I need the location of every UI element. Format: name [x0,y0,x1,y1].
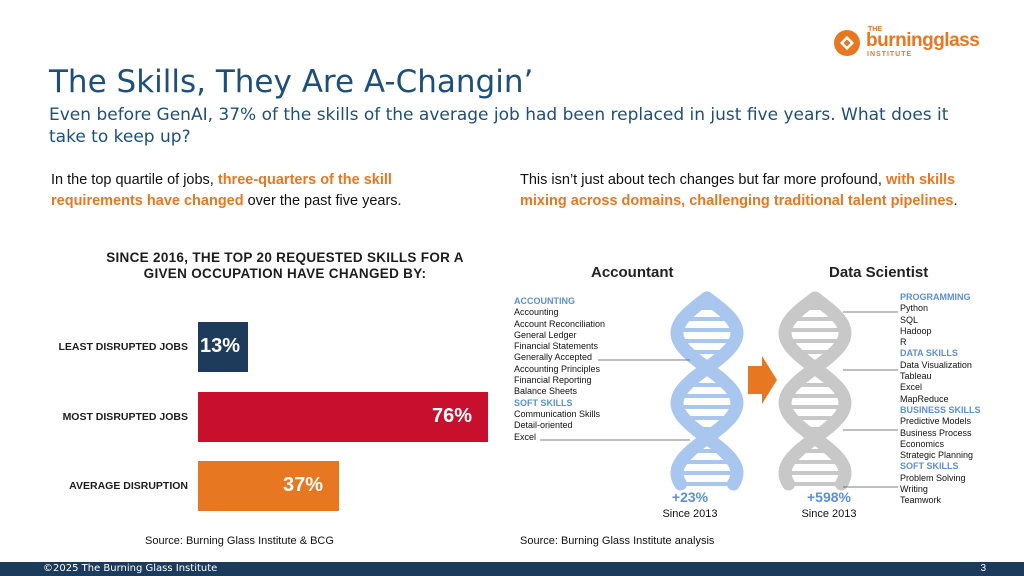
bar-value-label: 13% [200,335,241,357]
skill-item: Hadoop [900,325,932,336]
skill-item: Python [900,303,929,314]
skill-item: Predictive Models [900,416,972,427]
accountant-skills: ACCOUNTING Accounting Account Reconciliati… [514,296,605,443]
logo-name: burningglass [866,30,980,51]
right-paragraph-highlight: with skills mixing across domains, chall… [520,172,956,209]
data-scientist-helix-strand [778,291,852,491]
bar-category-label: LEAST DISRUPTED JOBS [58,341,188,353]
bar-category-label: AVERAGE DISRUPTION [69,480,188,492]
copyright-text: ©2025 The Burning Glass Institute [43,563,218,574]
source-left: Source: Burning Glass Institute & BCG [145,535,334,547]
data-scientist-change: +598% [807,489,851,505]
data-scientist-title: Data Scientist [829,264,929,281]
arrow-icon [748,356,777,404]
bar-value-label: 37% [283,474,324,496]
left-paragraph: In the top quartile of jobs, three-quart… [51,170,481,212]
data-scientist-skills: PROGRAMMING Python SQL Hadoop R DATA SKILLS Da… [900,292,981,507]
source-right: Source: Burning Glass Institute analysis [520,535,715,547]
skill-item: Financial Statements [514,341,599,352]
skill-category: ACCOUNTING [514,296,575,306]
skill-item: Writing [900,484,928,495]
skill-item: Problem Solving [900,472,966,483]
skill-item: Financial Reporting [514,375,592,386]
skill-item: MapReduce [900,393,949,404]
page-number: 3 [980,563,986,574]
skill-item: Account Reconciliation [514,318,606,329]
accountant-change: +23% [671,489,709,505]
bar [198,392,488,442]
skill-item: Accounting [514,307,559,318]
burning-glass-logo: THE burningglass INSTITUTE [833,26,993,59]
right-paragraph-text: This isn’t just about tech changes but f… [520,172,886,188]
skill-item: General Ledger [514,329,577,340]
right-paragraph: This isn’t just about tech changes but f… [520,170,990,212]
data-scientist-since: Since 2013 [801,508,857,520]
skill-category: SOFT SKILLS [514,397,573,408]
accountant-helix-strand [670,291,744,491]
footer-bar: ©2025 The Burning Glass Institute 3 [0,562,1024,576]
left-paragraph-highlight: three-quarters of the skill requirements… [51,172,392,209]
skill-item: Business Process [900,427,972,438]
data-scientist-helix-strand [778,291,852,491]
skill-category: DATA SKILLS [900,348,958,359]
bar-value-label: 76% [432,405,473,427]
logo-top-text: THE [868,26,882,33]
skill-item: Tableau [900,371,932,382]
skill-item: Teamwork [900,495,942,506]
left-paragraph-text: In the top quartile of jobs, [51,172,218,188]
skill-item: Communication Skills [514,408,601,419]
skill-item: Balance Sheets [514,386,578,397]
right-paragraph-end: . [953,193,958,209]
skill-item: Excel [900,382,923,393]
skill-item: Detail-oriented [514,420,573,431]
accountant-title: Accountant [591,264,674,281]
skill-item: Accounting Principles [514,363,601,374]
skill-item: Data Visualization [900,359,972,370]
bar [198,461,339,511]
skill-item: R [900,337,907,348]
page-title: The Skills, They Are A-Changin’ [49,64,534,100]
skill-item: Strategic Planning [900,450,974,461]
skill-category: BUSINESS SKILLS [900,404,981,415]
logo-mark-icon [834,30,860,56]
logo-bottom-text: INSTITUTE [867,51,913,58]
accountant-since: Since 2013 [662,508,718,520]
skill-category: SOFT SKILLS [900,461,959,472]
skill-category: PROGRAMMING [900,292,971,302]
left-paragraph-end: over the past five years. [243,193,402,209]
bar [198,322,248,372]
page-subtitle: Even before GenAI, 37% of the skills of … [49,105,949,147]
skill-item: SQL [900,314,919,325]
skill-item: Excel [514,431,537,442]
accountant-helix-strand [670,291,744,491]
bar-category-label: MOST DISRUPTED JOBS [62,411,188,423]
chart-title: SINCE 2016, THE TOP 20 REQUESTED SKILLS … [106,250,464,281]
skill-item: Generally Accepted [514,352,593,363]
skill-item: Economics [900,438,945,449]
